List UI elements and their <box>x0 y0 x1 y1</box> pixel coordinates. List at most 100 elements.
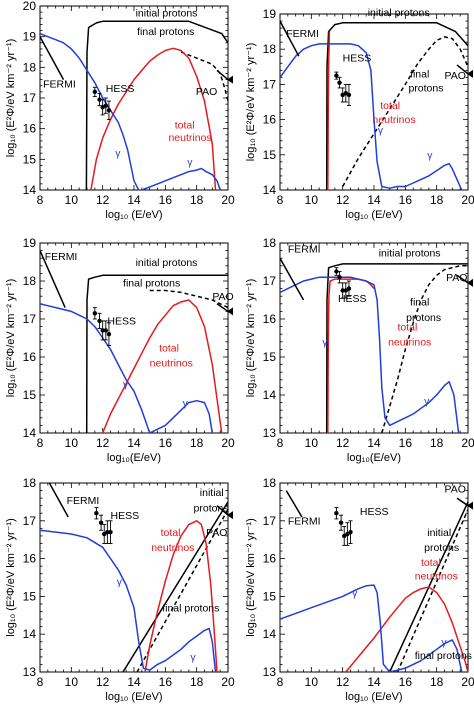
y-tick-label: 18 <box>23 476 37 490</box>
annotation-label: initial protons <box>136 257 198 269</box>
x-tick-label: 20 <box>461 675 474 689</box>
series-line-initial-protons <box>325 263 468 433</box>
y-tick-label: 17 <box>23 514 37 528</box>
y-tick-label: 13 <box>263 426 277 440</box>
plot-frame <box>279 242 469 434</box>
x-tick-label: 10 <box>305 436 319 450</box>
annotation-label: total <box>161 527 181 539</box>
chart-panel-1: 8 10 12 14 16 18 20 14 15 16 17 18 19 20 log₁₀ (E/eV) l… <box>5 0 235 221</box>
annotation-label: γ <box>190 652 196 664</box>
x-axis-label: log₁₀ (E/eV) <box>345 691 402 703</box>
annotation-label: FERMI <box>286 28 319 40</box>
series-line-total-neutrinos <box>345 586 468 672</box>
x-tick-label: 16 <box>399 675 413 689</box>
hess-data-point <box>340 288 345 293</box>
annotation-label: γ <box>378 125 384 137</box>
x-tick-label: 18 <box>190 436 204 450</box>
x-tick-label: 10 <box>65 436 79 450</box>
hess-data-point <box>346 286 352 291</box>
annotation-label: protons <box>194 502 229 514</box>
hess-data-point <box>334 269 339 274</box>
chart-panel-4: 8 10 12 14 16 18 20 13 14 15 16 17 18 log₁₀(E/eV) log₁… <box>245 236 474 464</box>
hess-data-point <box>103 103 109 108</box>
hess-data-point <box>338 520 344 525</box>
annotation-label: initial <box>427 527 451 539</box>
annotation-label: final protons <box>415 650 472 662</box>
x-tick-label: 14 <box>127 675 141 689</box>
y-axis-label: log₁₀ (E²Φ/eV km⁻² yr⁻¹) <box>245 518 257 637</box>
hess-data-point <box>348 529 353 535</box>
x-axis-label: log₁₀(E/eV) <box>107 452 161 464</box>
x-tick-label: 18 <box>430 675 444 689</box>
pao-arrow-marker <box>227 307 233 316</box>
series-line-fermi <box>280 20 300 57</box>
annotation-label: PAO <box>445 483 466 495</box>
series-line-gamma <box>280 276 460 433</box>
hess-data-point <box>337 80 342 85</box>
y-tick-label: 16 <box>263 552 277 566</box>
annotation-label: γ <box>117 576 123 588</box>
pao-arrow-marker <box>467 278 473 287</box>
hess-data-point <box>103 328 109 333</box>
pao-arrow-marker <box>467 501 473 510</box>
annotation-label: neutrinos <box>151 542 194 554</box>
y-tick-label: 14 <box>263 627 277 641</box>
y-tick-label: 19 <box>23 236 37 250</box>
plot-area <box>280 20 468 190</box>
annotation-label: total <box>421 557 441 569</box>
series-line-gamma <box>40 529 217 672</box>
series-line-total-neutrinos <box>102 299 223 433</box>
series-line-pao <box>216 505 228 516</box>
x-tick-label: 16 <box>159 436 173 450</box>
x-tick-label: 20 <box>461 436 474 450</box>
y-tick-label: 15 <box>263 148 277 162</box>
annotation-label: PAO <box>206 527 227 539</box>
annotation-label: PAO <box>212 291 233 303</box>
annotation-label: neutrinos <box>415 570 458 582</box>
y-tick-label: 16 <box>263 312 277 326</box>
hess-data-point <box>92 89 98 95</box>
annotation-label: HESS <box>111 510 140 522</box>
x-tick-label: 14 <box>367 436 381 450</box>
series-line-fermi <box>48 483 69 518</box>
y-tick-label: 18 <box>263 476 277 490</box>
series-line-total-neutrinos <box>144 520 218 672</box>
series-line-pao <box>456 274 468 284</box>
annotation-label: HESS <box>107 316 136 328</box>
series-line-final-protons <box>342 36 468 187</box>
annotation-label: FERMI <box>288 244 321 256</box>
annotation-label: initial protons <box>136 8 198 20</box>
series-line-gamma <box>40 32 221 190</box>
series-line-final-protons <box>149 289 228 309</box>
annotation-label: PAO <box>445 70 466 82</box>
x-axis-label: log₁₀ (E/eV) <box>105 691 162 703</box>
annotation-label: HESS <box>106 83 135 95</box>
annotation-label: γ <box>427 149 433 161</box>
x-tick-label: 18 <box>430 193 444 207</box>
y-tick-label: 16 <box>263 113 277 127</box>
y-tick-label: 15 <box>23 152 37 166</box>
series-line-pao <box>216 303 228 313</box>
x-tick-label: 12 <box>96 193 110 207</box>
hess-data-point <box>334 511 339 516</box>
y-tick-label: 14 <box>23 426 37 440</box>
series-line-pao <box>456 64 468 75</box>
y-tick-label: 18 <box>263 236 277 250</box>
x-tick-label: 20 <box>461 193 474 207</box>
hess-data-point <box>337 275 342 280</box>
y-tick-label: 18 <box>263 42 277 56</box>
annotation-label: HESS <box>343 53 372 65</box>
annotation-label: HESS <box>338 293 367 305</box>
annotation-label: total <box>398 321 418 333</box>
x-tick-label: 12 <box>336 675 350 689</box>
y-tick-label: 17 <box>23 312 37 326</box>
series-line-pao <box>216 69 228 81</box>
pao-arrow-marker <box>227 75 233 84</box>
y-axis-label: log₁₀ (E²Φ/eV km⁻² yr⁻¹) <box>5 279 17 398</box>
series-line-total-neutrinos <box>90 47 217 190</box>
y-tick-label: 13 <box>23 665 37 679</box>
hess-data-point <box>108 529 113 535</box>
y-tick-label: 17 <box>23 91 37 105</box>
x-tick-label: 12 <box>336 436 350 450</box>
annotation-label: initial protons <box>379 247 441 259</box>
